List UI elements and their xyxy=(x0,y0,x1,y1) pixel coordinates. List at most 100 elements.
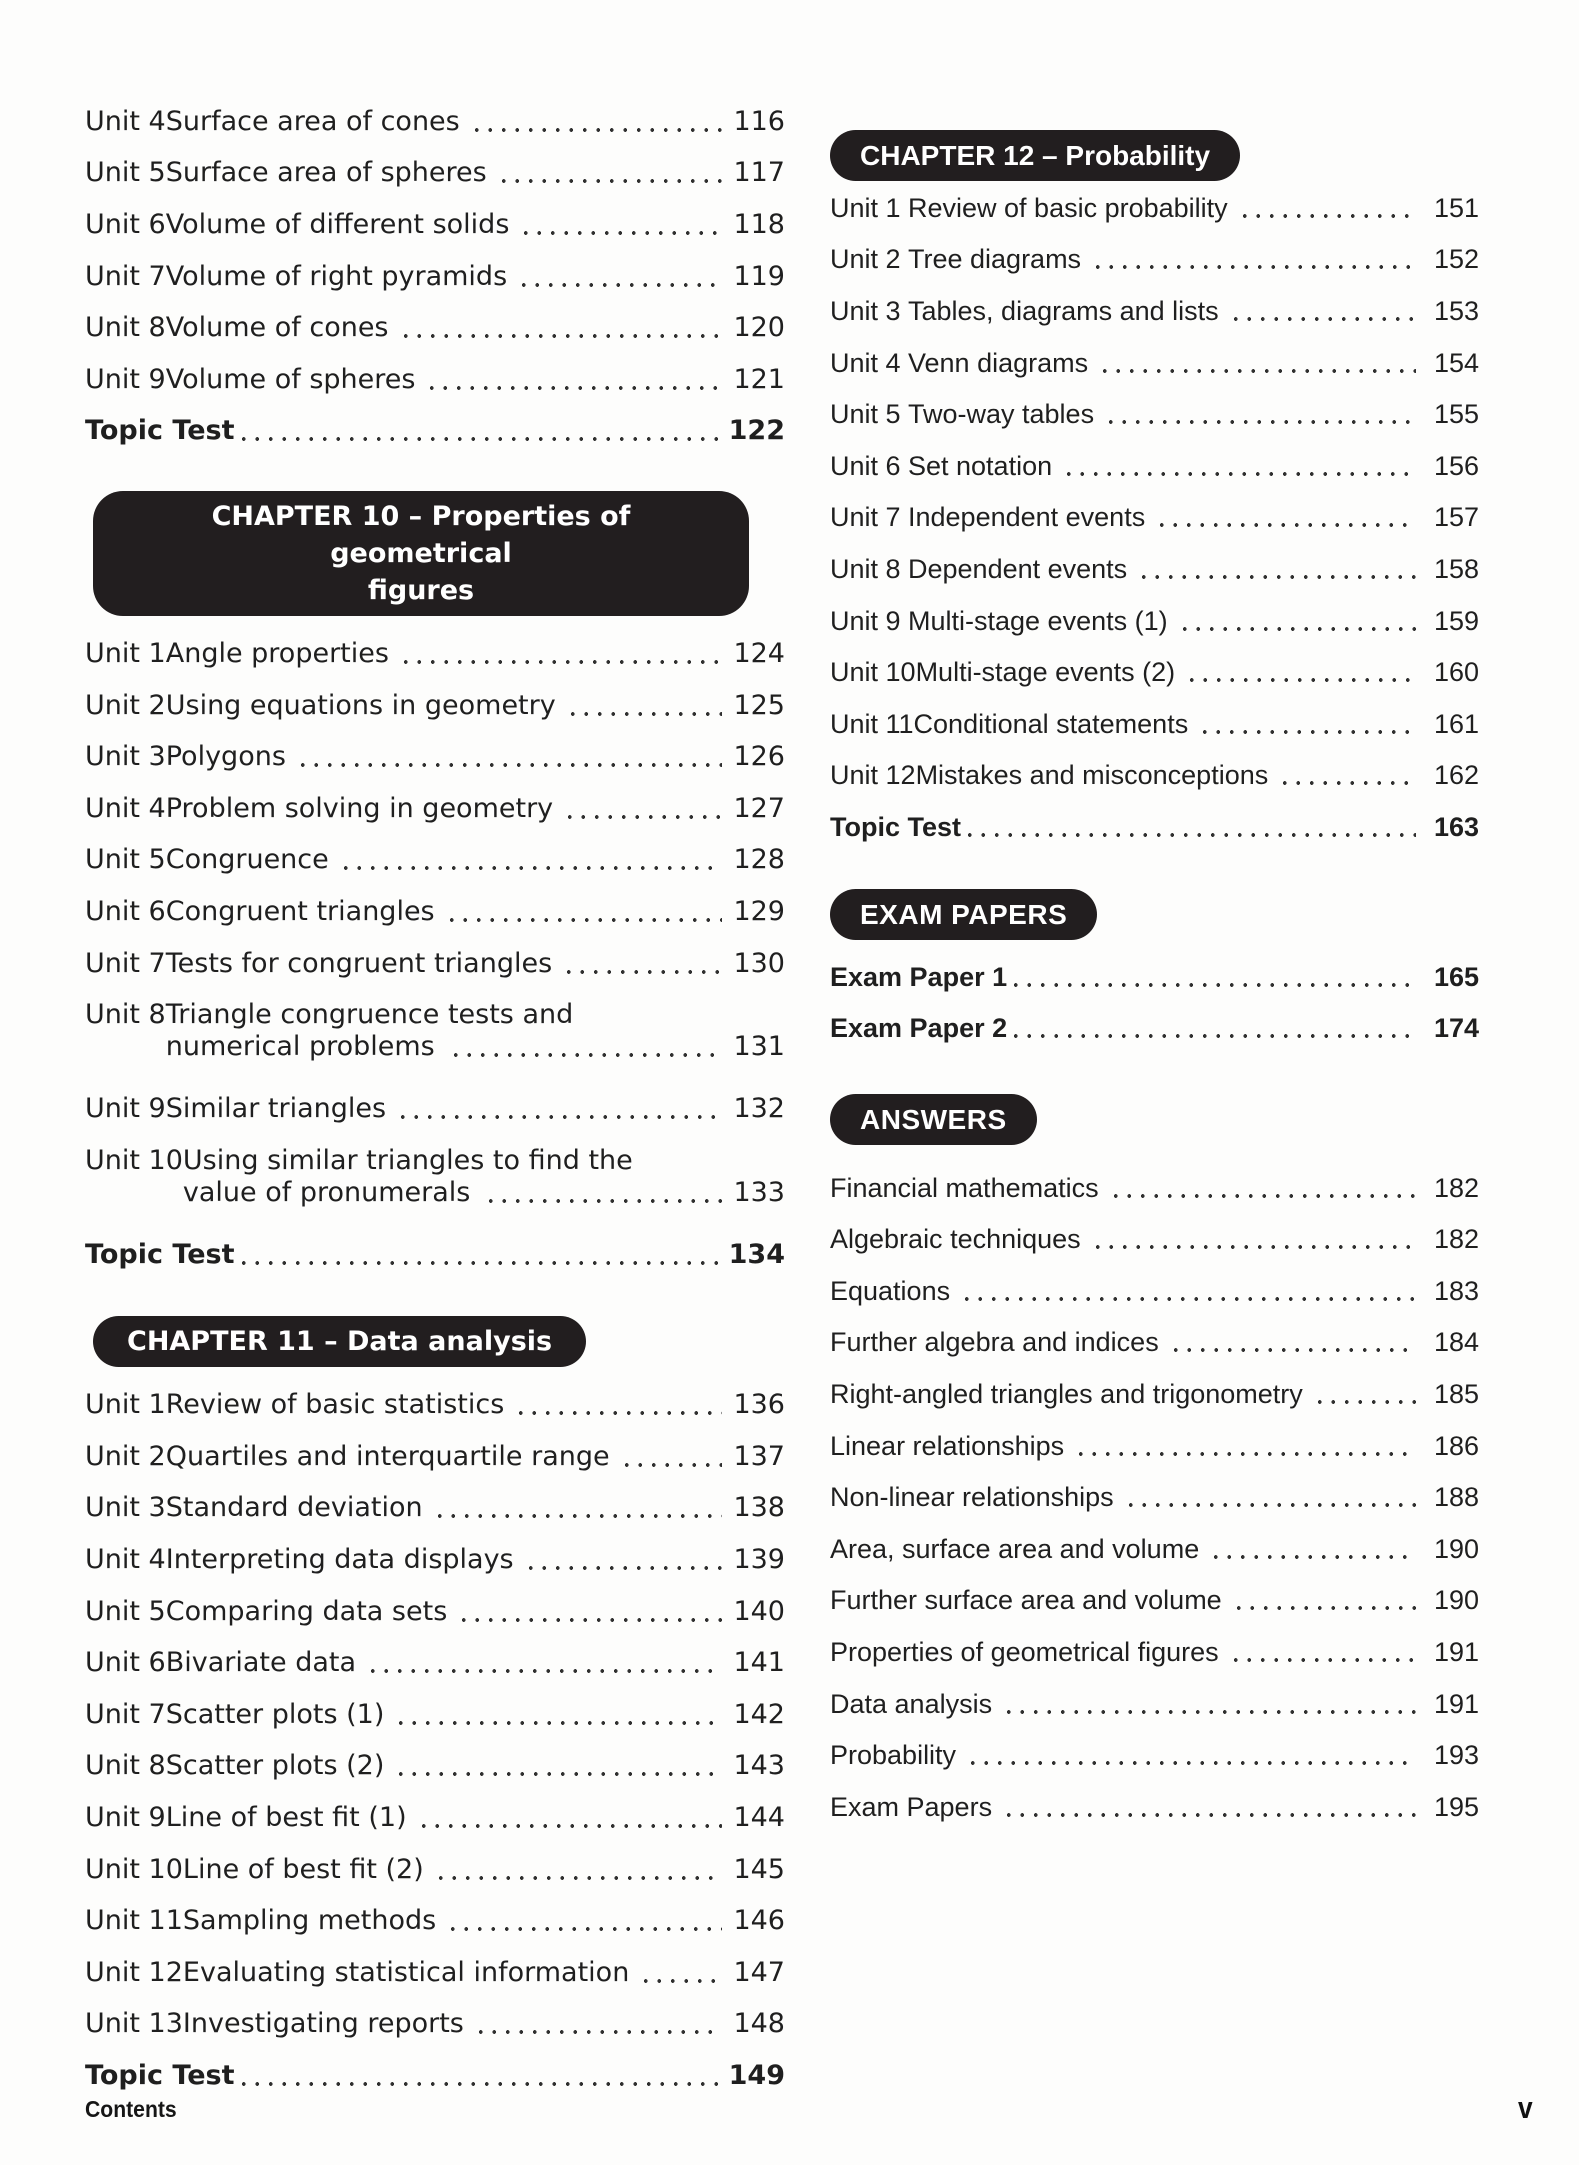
toc-section-answers: Financial mathematics 182 Algebraic techni… xyxy=(830,1162,1479,1833)
toc-row: Non-linear relationships 188 xyxy=(830,1471,1479,1523)
entry-title: Review of basic statistics xyxy=(165,1389,505,1421)
entry-title: Congruent triangles xyxy=(165,895,435,927)
dot-leader xyxy=(394,1701,722,1728)
entry-title: Bivariate data xyxy=(165,1647,357,1679)
dot-leader xyxy=(236,418,722,445)
toc-row: Equations 183 xyxy=(830,1265,1479,1317)
page-number: 119 xyxy=(733,260,785,292)
dot-leader xyxy=(1237,194,1416,221)
unit-label: Unit 5 xyxy=(85,844,166,876)
toc-row: Properties of geometrical figures 191 xyxy=(830,1626,1479,1678)
toc-row: Unit 9 Volume of spheres 121 xyxy=(85,354,785,406)
unit-label: Unit 8 xyxy=(830,553,901,584)
entry-line: value of pronumerals 133 xyxy=(183,1177,785,1209)
entry-title: Using equations in geometry xyxy=(165,689,556,721)
page-number: 117 xyxy=(733,157,785,189)
page-number: 158 xyxy=(1433,553,1479,584)
page-number: 184 xyxy=(1433,1327,1479,1358)
dot-leader xyxy=(562,950,722,977)
entry-title: Volume of spheres xyxy=(165,363,416,395)
unit-label: Unit 8 xyxy=(85,999,166,1031)
unit-label: Unit 4 xyxy=(85,792,166,824)
dot-leader xyxy=(966,1742,1416,1769)
toc-row: Unit 6 Set notation 156 xyxy=(830,440,1479,492)
toc-row: Unit 11 Conditional statements 161 xyxy=(830,698,1479,750)
toc-row: Exam Papers 195 xyxy=(830,1781,1479,1833)
entry-title: Non-linear relationships xyxy=(830,1482,1114,1513)
unit-label: Unit 9 xyxy=(85,1802,166,1834)
page-number: 185 xyxy=(1433,1379,1479,1410)
entry-title: Scatter plots (2) xyxy=(165,1750,385,1782)
entry-title: Comparing data sets xyxy=(165,1595,448,1627)
page-number: 159 xyxy=(1433,605,1479,636)
entry-title: Similar triangles xyxy=(165,1093,387,1125)
dot-leader xyxy=(1228,1639,1416,1666)
entry-title: Line of best fit (1) xyxy=(165,1802,407,1834)
dot-leader xyxy=(469,108,722,135)
dot-leader xyxy=(1312,1381,1416,1408)
page-number: 136 xyxy=(733,1389,785,1421)
toc-row: Topic Test 163 xyxy=(830,801,1479,853)
unit-label: Unit 9 xyxy=(830,605,901,636)
page-number: 142 xyxy=(733,1698,785,1730)
dot-leader xyxy=(565,692,722,719)
dot-leader xyxy=(619,1443,722,1470)
page-number: 190 xyxy=(1433,1533,1479,1564)
dot-leader xyxy=(1062,452,1416,479)
dot-leader xyxy=(446,1908,722,1935)
toc-row: Unit 9 Multi-stage events (1) 159 xyxy=(830,595,1479,647)
toc-row: Unit 1 Review of basic statistics 136 xyxy=(85,1380,785,1432)
entry-title: Financial mathematics xyxy=(830,1172,1099,1203)
page-number: 157 xyxy=(1433,502,1479,533)
toc-row: Data analysis 191 xyxy=(830,1678,1479,1730)
entry-title: Sampling methods xyxy=(182,1905,437,1937)
toc-row: Unit 2 Tree diagrams 152 xyxy=(830,234,1479,286)
page-number: 165 xyxy=(1433,961,1479,992)
dot-leader xyxy=(295,744,722,771)
page-number: 139 xyxy=(733,1544,785,1576)
entry-title: Angle properties xyxy=(165,637,389,669)
left-column: Unit 4 Surface area of cones 116 Unit 5 Surf… xyxy=(85,0,785,2102)
page-number: 162 xyxy=(1433,760,1479,791)
page-number: 188 xyxy=(1433,1482,1479,1513)
toc-row: Unit 8 Dependent events 158 xyxy=(830,543,1479,595)
dot-leader xyxy=(484,1179,722,1206)
toc-section-chapter-12: Unit 1 Review of basic probability 151 Unit… xyxy=(830,182,1479,853)
page-number: 124 xyxy=(733,637,785,669)
entry-title: Scatter plots (1) xyxy=(165,1698,385,1730)
dot-leader xyxy=(1009,1015,1416,1042)
unit-label: Unit 12 xyxy=(85,1956,183,1988)
unit-label: Unit 7 xyxy=(85,260,166,292)
page-number: 148 xyxy=(733,2008,785,2040)
dot-leader xyxy=(457,1598,722,1625)
dot-leader xyxy=(1123,1484,1416,1511)
page-number: 145 xyxy=(733,1853,785,1885)
unit-label: Unit 12 xyxy=(830,760,916,791)
page-number: 191 xyxy=(1433,1637,1479,1668)
page-number: 149 xyxy=(728,2060,785,2092)
entry-title: Congruence xyxy=(165,844,329,876)
unit-label: Unit 9 xyxy=(85,363,166,395)
dot-leader xyxy=(396,1096,722,1123)
dot-leader xyxy=(639,1959,722,1986)
page-number: 137 xyxy=(733,1440,785,1472)
page-number: 126 xyxy=(733,741,785,773)
unit-label: Unit 11 xyxy=(830,708,914,739)
entry-title: Algebraic techniques xyxy=(830,1224,1081,1255)
page-number: 151 xyxy=(1433,192,1479,223)
toc-row: Unit 7 Volume of right pyramids 119 xyxy=(85,251,785,303)
dot-leader xyxy=(1177,607,1416,634)
toc-row: Unit 10 Multi-stage events (2) 160 xyxy=(830,646,1479,698)
entry-title: Equations xyxy=(830,1275,951,1306)
toc-row: Unit 5 Surface area of spheres 117 xyxy=(85,148,785,200)
toc-row: Financial mathematics 182 xyxy=(830,1162,1479,1214)
unit-label: Unit 6 xyxy=(85,208,166,240)
toc-row: Further surface area and volume 190 xyxy=(830,1575,1479,1627)
dot-leader xyxy=(338,847,722,874)
toc-row: Topic Test 134 xyxy=(85,1229,785,1281)
page-number: 134 xyxy=(728,1238,785,1270)
entry-title: Exam Paper 1 xyxy=(830,961,1008,992)
page-number: 147 xyxy=(733,1956,785,1988)
unit-label: Unit 7 xyxy=(85,1698,166,1730)
page-number: 133 xyxy=(733,1176,785,1208)
